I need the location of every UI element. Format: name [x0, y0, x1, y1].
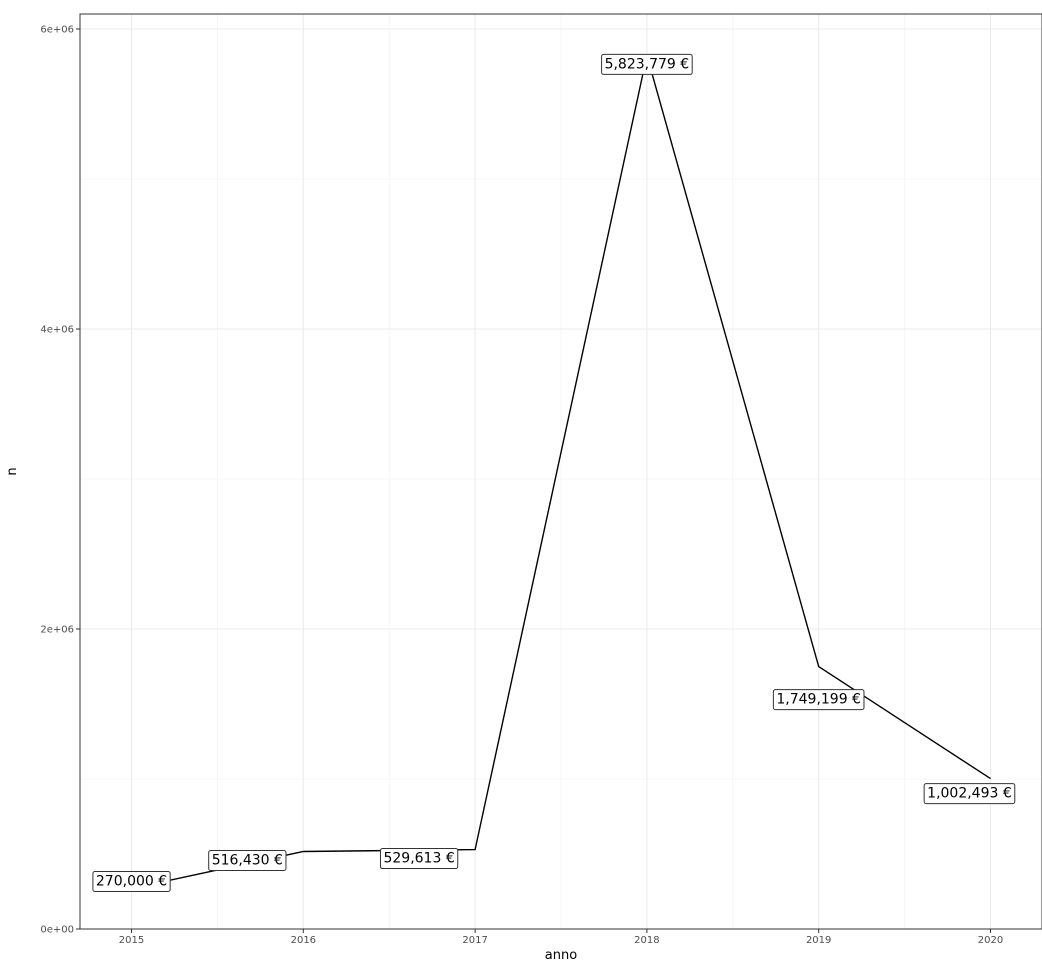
x-tick-label: 2017: [462, 935, 487, 946]
x-tick-label: 2019: [806, 935, 831, 946]
panel-border: [79, 13, 1042, 930]
x-tick-label: 2016: [291, 935, 316, 946]
data-label-box: [379, 848, 459, 870]
data-label: 529,613 €: [379, 848, 459, 870]
y-axis-ticks: 0e+00 2e+06 4e+06 6e+06: [40, 25, 80, 936]
x-axis-ticks: 2015 2016 2017 2018 2019 2020: [119, 929, 1003, 946]
y-tick-label: 4e+06: [40, 325, 74, 336]
data-label: 5,823,779 €: [601, 53, 693, 75]
data-labels: 270,000 € 516,430 € 529,613 € 5,823,779 € 1,…: [92, 53, 1016, 892]
data-label-text: 516,430 €: [212, 853, 283, 869]
data-label: 270,000 €: [92, 871, 171, 892]
data-label-box: [92, 871, 171, 892]
data-label-text: 270,000 €: [96, 874, 167, 890]
data-label: 1,002,493 €: [923, 783, 1016, 805]
data-label: 1,749,199 €: [772, 689, 865, 711]
data-label-text: 5,823,779 €: [605, 56, 690, 72]
data-label-text: 1,749,199 €: [776, 692, 861, 708]
y-tick-label: 2e+06: [40, 625, 74, 636]
data-label-box: [923, 783, 1016, 805]
data-label-box: [772, 689, 865, 711]
data-label-box: [208, 850, 287, 872]
x-tick-label: 2015: [119, 935, 144, 946]
data-label-text: 529,613 €: [383, 851, 454, 867]
data-label-box: [601, 53, 693, 75]
y-tick-label: 6e+06: [40, 25, 74, 36]
minor-gridlines: [80, 14, 1042, 929]
y-tick-label: 0e+00: [40, 925, 74, 936]
y-axis-title: n: [5, 467, 20, 475]
data-label: 516,430 €: [208, 850, 287, 872]
data-label-text: 1,002,493 €: [927, 786, 1012, 802]
x-tick-label: 2018: [634, 935, 659, 946]
x-tick-label: 2020: [978, 935, 1003, 946]
x-axis-title: anno: [545, 948, 577, 961]
major-gridlines: [80, 14, 1042, 930]
